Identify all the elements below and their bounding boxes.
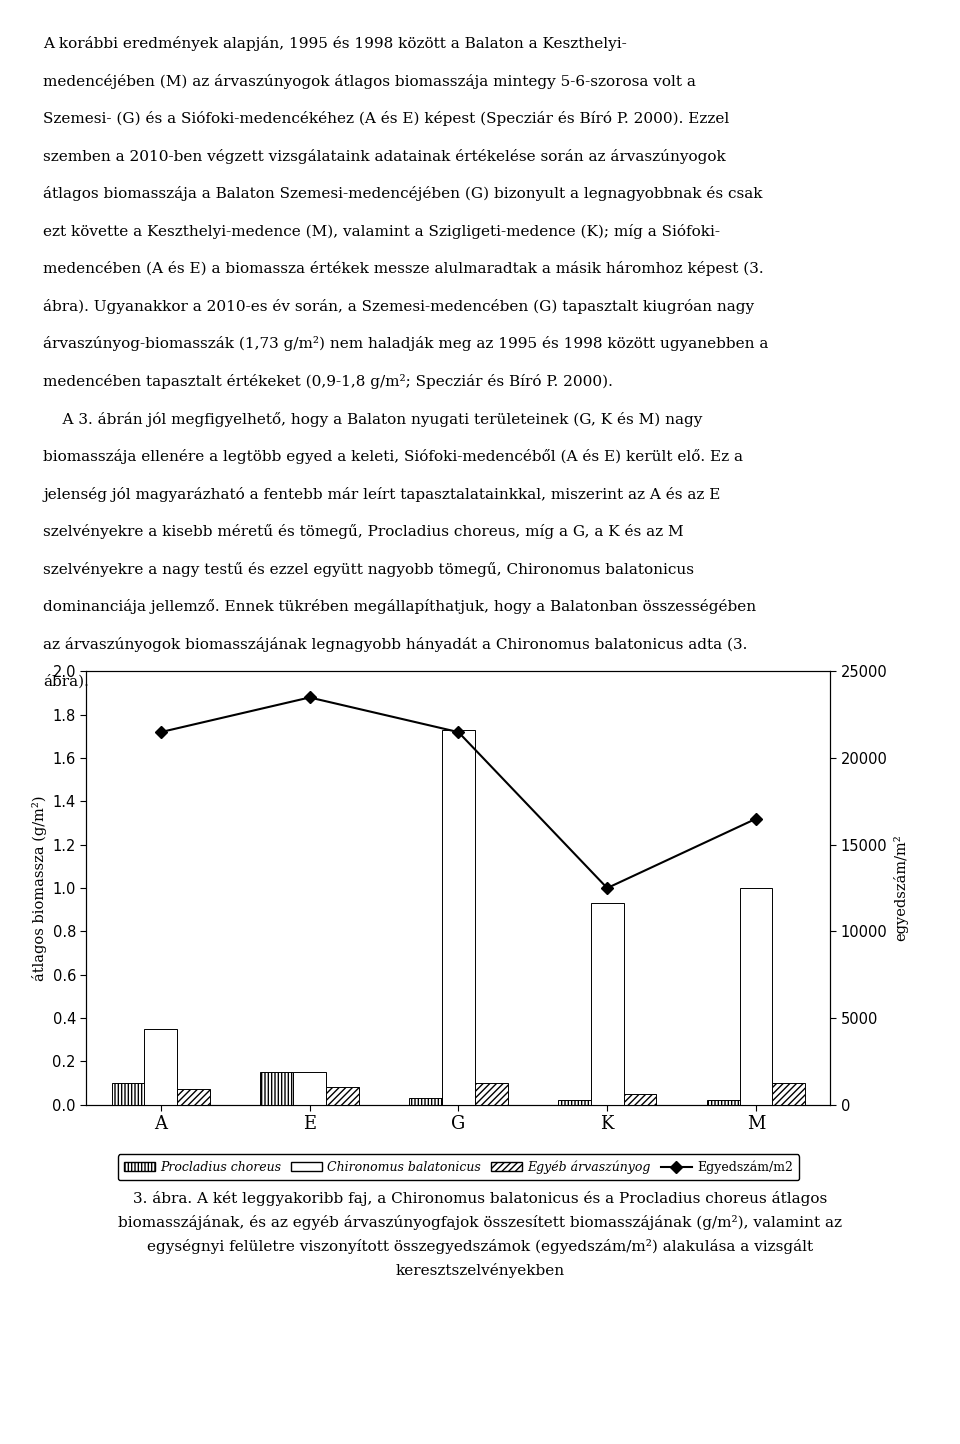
Text: medencéjében (M) az árvaszúnyogok átlagos biomasszája mintegy 5-6-szorosa volt a: medencéjében (M) az árvaszúnyogok átlago…	[43, 74, 696, 88]
Bar	[326, 1087, 359, 1105]
Legend: Procladius choreus, Chironomus balatonicus, Egyéb árvaszúnyog, Egyedszám/m2: Procladius choreus, Chironomus balatonic…	[118, 1154, 799, 1180]
Text: szelvényekre a nagy testű és ezzel együtt nagyobb tömegű, Chironomus balatonicus: szelvényekre a nagy testű és ezzel együt…	[43, 562, 694, 576]
Bar	[590, 904, 624, 1105]
Text: 3. ábra. A két leggyakoribb faj, a Chironomus balatonicus és a Procladius choreu: 3. ábra. A két leggyakoribb faj, a Chiro…	[118, 1191, 842, 1278]
Text: A korábbi eredmények alapján, 1995 és 1998 között a Balaton a Keszthelyi-: A korábbi eredmények alapján, 1995 és 19…	[43, 36, 627, 51]
Text: A 3. ábrán jól megfigyelhető, hogy a Balaton nyugati területeinek (G, K és M) na: A 3. ábrán jól megfigyelhető, hogy a Bal…	[43, 412, 703, 426]
Bar	[260, 1071, 293, 1105]
Bar	[475, 1083, 508, 1105]
Bar	[293, 1071, 326, 1105]
Bar	[624, 1095, 657, 1105]
Bar	[144, 1028, 178, 1105]
Bar	[178, 1090, 210, 1105]
Bar	[558, 1100, 590, 1105]
Text: medencében tapasztalt értékeket (0,9-1,8 g/m²; Specziár és Bíró P. 2000).: medencében tapasztalt értékeket (0,9-1,8…	[43, 374, 613, 388]
Bar	[773, 1083, 805, 1105]
Text: jelenség jól magyarázható a fentebb már leírt tapasztalatainkkal, miszerint az A: jelenség jól magyarázható a fentebb már …	[43, 487, 721, 501]
Bar	[111, 1083, 144, 1105]
Y-axis label: egyedszám/m²: egyedszám/m²	[893, 835, 908, 941]
Text: szemben a 2010-ben végzett vizsgálataink adatainak értékelése során az árvaszúny: szemben a 2010-ben végzett vizsgálataink…	[43, 149, 726, 163]
Text: az árvaszúnyogok biomasszájának legnagyobb hányadát a Chironomus balatonicus adt: az árvaszúnyogok biomasszájának legnagyo…	[43, 637, 748, 651]
Text: szelvényekre a kisebb méretű és tömegű, Procladius choreus, míg a G, a K és az M: szelvényekre a kisebb méretű és tömegű, …	[43, 524, 684, 539]
Text: ábra).: ábra).	[43, 674, 89, 689]
Text: medencében (A és E) a biomassza értékek messze alulmaradtak a másik háromhoz kép: medencében (A és E) a biomassza értékek …	[43, 261, 764, 276]
Bar	[442, 731, 475, 1105]
Text: ezt követte a Keszthelyi-medence (M), valamint a Szigligeti-medence (K); míg a S: ezt követte a Keszthelyi-medence (M), va…	[43, 224, 720, 238]
Text: árvaszúnyog-biomasszák (1,73 g/m²) nem haladják meg az 1995 és 1998 között ugyan: árvaszúnyog-biomasszák (1,73 g/m²) nem h…	[43, 336, 769, 351]
Text: dominanciája jellemző. Ennek tükrében megállapíthatjuk, hogy a Balatonban összes: dominanciája jellemző. Ennek tükrében me…	[43, 599, 756, 614]
Text: biomasszája ellenére a legtöbb egyed a keleti, Siófoki-medencéből (A és E) kerül: biomasszája ellenére a legtöbb egyed a k…	[43, 449, 743, 464]
Bar	[409, 1099, 442, 1105]
Text: Szemesi- (G) és a Siófoki-medencékéhez (A és E) képest (Specziár és Bíró P. 2000: Szemesi- (G) és a Siófoki-medencékéhez (…	[43, 111, 730, 126]
Text: átlagos biomasszája a Balaton Szemesi-medencéjében (G) bizonyult a legnagyobbnak: átlagos biomasszája a Balaton Szemesi-me…	[43, 186, 762, 201]
Text: ábra). Ugyanakkor a 2010-es év során, a Szemesi-medencében (G) tapasztalt kiugró: ábra). Ugyanakkor a 2010-es év során, a …	[43, 299, 755, 313]
Y-axis label: átlagos biomassza (g/m²): átlagos biomassza (g/m²)	[32, 796, 47, 980]
Bar	[707, 1100, 739, 1105]
Bar	[739, 888, 773, 1105]
